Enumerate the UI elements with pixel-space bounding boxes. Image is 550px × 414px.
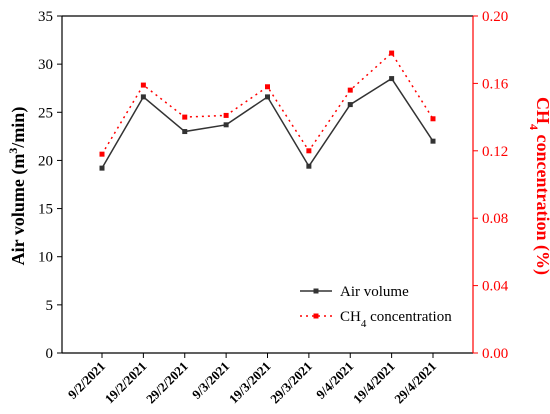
air-volume-point xyxy=(140,94,146,100)
air-volume-point xyxy=(347,102,353,108)
right-axis-title-tail: concentration (%) xyxy=(532,130,550,275)
left-tick-label: 0 xyxy=(46,346,54,362)
air-volume-point xyxy=(99,165,105,171)
legend: Air volume CH4 concentration xyxy=(300,284,452,330)
left-axis-title-sup: 3 xyxy=(6,148,20,154)
right-tick-label: 0.08 xyxy=(482,211,508,227)
left-tick-label: 15 xyxy=(38,202,53,218)
right-axis-ticks: 0.00 0.04 0.08 0.12 0.16 0.20 xyxy=(473,9,509,362)
legend-ch4-tail: concentration xyxy=(366,309,452,325)
left-tick-label: 25 xyxy=(38,105,53,121)
legend-air-volume-label: Air volume xyxy=(340,284,409,300)
x-tick-label: 29/4/2021 xyxy=(391,359,439,407)
air-volume-point xyxy=(389,76,395,82)
air-volume-point xyxy=(182,129,188,135)
ch4-concentration-point xyxy=(99,151,105,157)
ch4-concentration-point xyxy=(223,112,229,118)
right-tick-label: 0.16 xyxy=(482,76,509,92)
x-tick-label: 19/3/2021 xyxy=(226,359,274,407)
ch4-concentration-point xyxy=(347,87,353,93)
left-tick-label: 30 xyxy=(38,57,53,73)
x-tick-label: 29/3/2021 xyxy=(267,359,315,407)
right-axis-title-main: CH xyxy=(533,97,550,124)
right-tick-label: 0.04 xyxy=(482,279,509,295)
left-axis-ticks: 0 5 10 15 20 25 30 35 xyxy=(38,9,62,362)
air-volume-point xyxy=(430,138,436,144)
x-tick-label: 29/2/2021 xyxy=(143,359,191,407)
right-axis-title-sub: 4 xyxy=(527,124,541,130)
legend-ch4-sub: 4 xyxy=(361,318,367,330)
right-tick-label: 0.20 xyxy=(482,9,508,25)
air-volume-point xyxy=(306,163,312,169)
ch4-concentration-point xyxy=(306,148,312,154)
left-axis-title: Air volume (m3/min) xyxy=(6,107,29,266)
legend-air-volume-marker xyxy=(313,288,319,294)
x-tick-label: 19/2/2021 xyxy=(102,359,150,407)
plot-frame xyxy=(61,15,474,354)
air-volume-point xyxy=(265,94,270,100)
right-tick-label: 0.12 xyxy=(482,144,508,160)
left-axis-title-main: Air volume (m xyxy=(8,154,29,266)
ch4-concentration-point xyxy=(430,116,436,122)
left-tick-label: 20 xyxy=(38,153,53,169)
x-axis-ticks: 9/2/202119/2/202129/2/20219/3/202119/3/2… xyxy=(65,353,439,406)
ch4-concentration-point xyxy=(140,82,146,88)
series-layer xyxy=(99,50,436,171)
legend-ch4-label: CH4 concentration xyxy=(340,309,452,330)
legend-ch4-main: CH xyxy=(340,309,361,325)
ch4-concentration-line xyxy=(101,51,434,155)
left-tick-label: 10 xyxy=(38,250,53,266)
left-axis-title-tail: /min) xyxy=(8,107,29,149)
right-tick-label: 0.00 xyxy=(482,346,508,362)
air-volume-point xyxy=(223,122,229,128)
legend-ch4-marker xyxy=(313,313,319,319)
x-tick-label: 19/4/2021 xyxy=(350,359,398,407)
ch4-concentration-point xyxy=(182,114,188,120)
right-axis-title: CH4 concentration (%) xyxy=(527,97,550,275)
ch4-concentration-point xyxy=(389,50,395,56)
left-tick-label: 5 xyxy=(46,298,54,314)
left-tick-label: 35 xyxy=(38,9,53,25)
ch4-concentration-point xyxy=(265,84,270,90)
